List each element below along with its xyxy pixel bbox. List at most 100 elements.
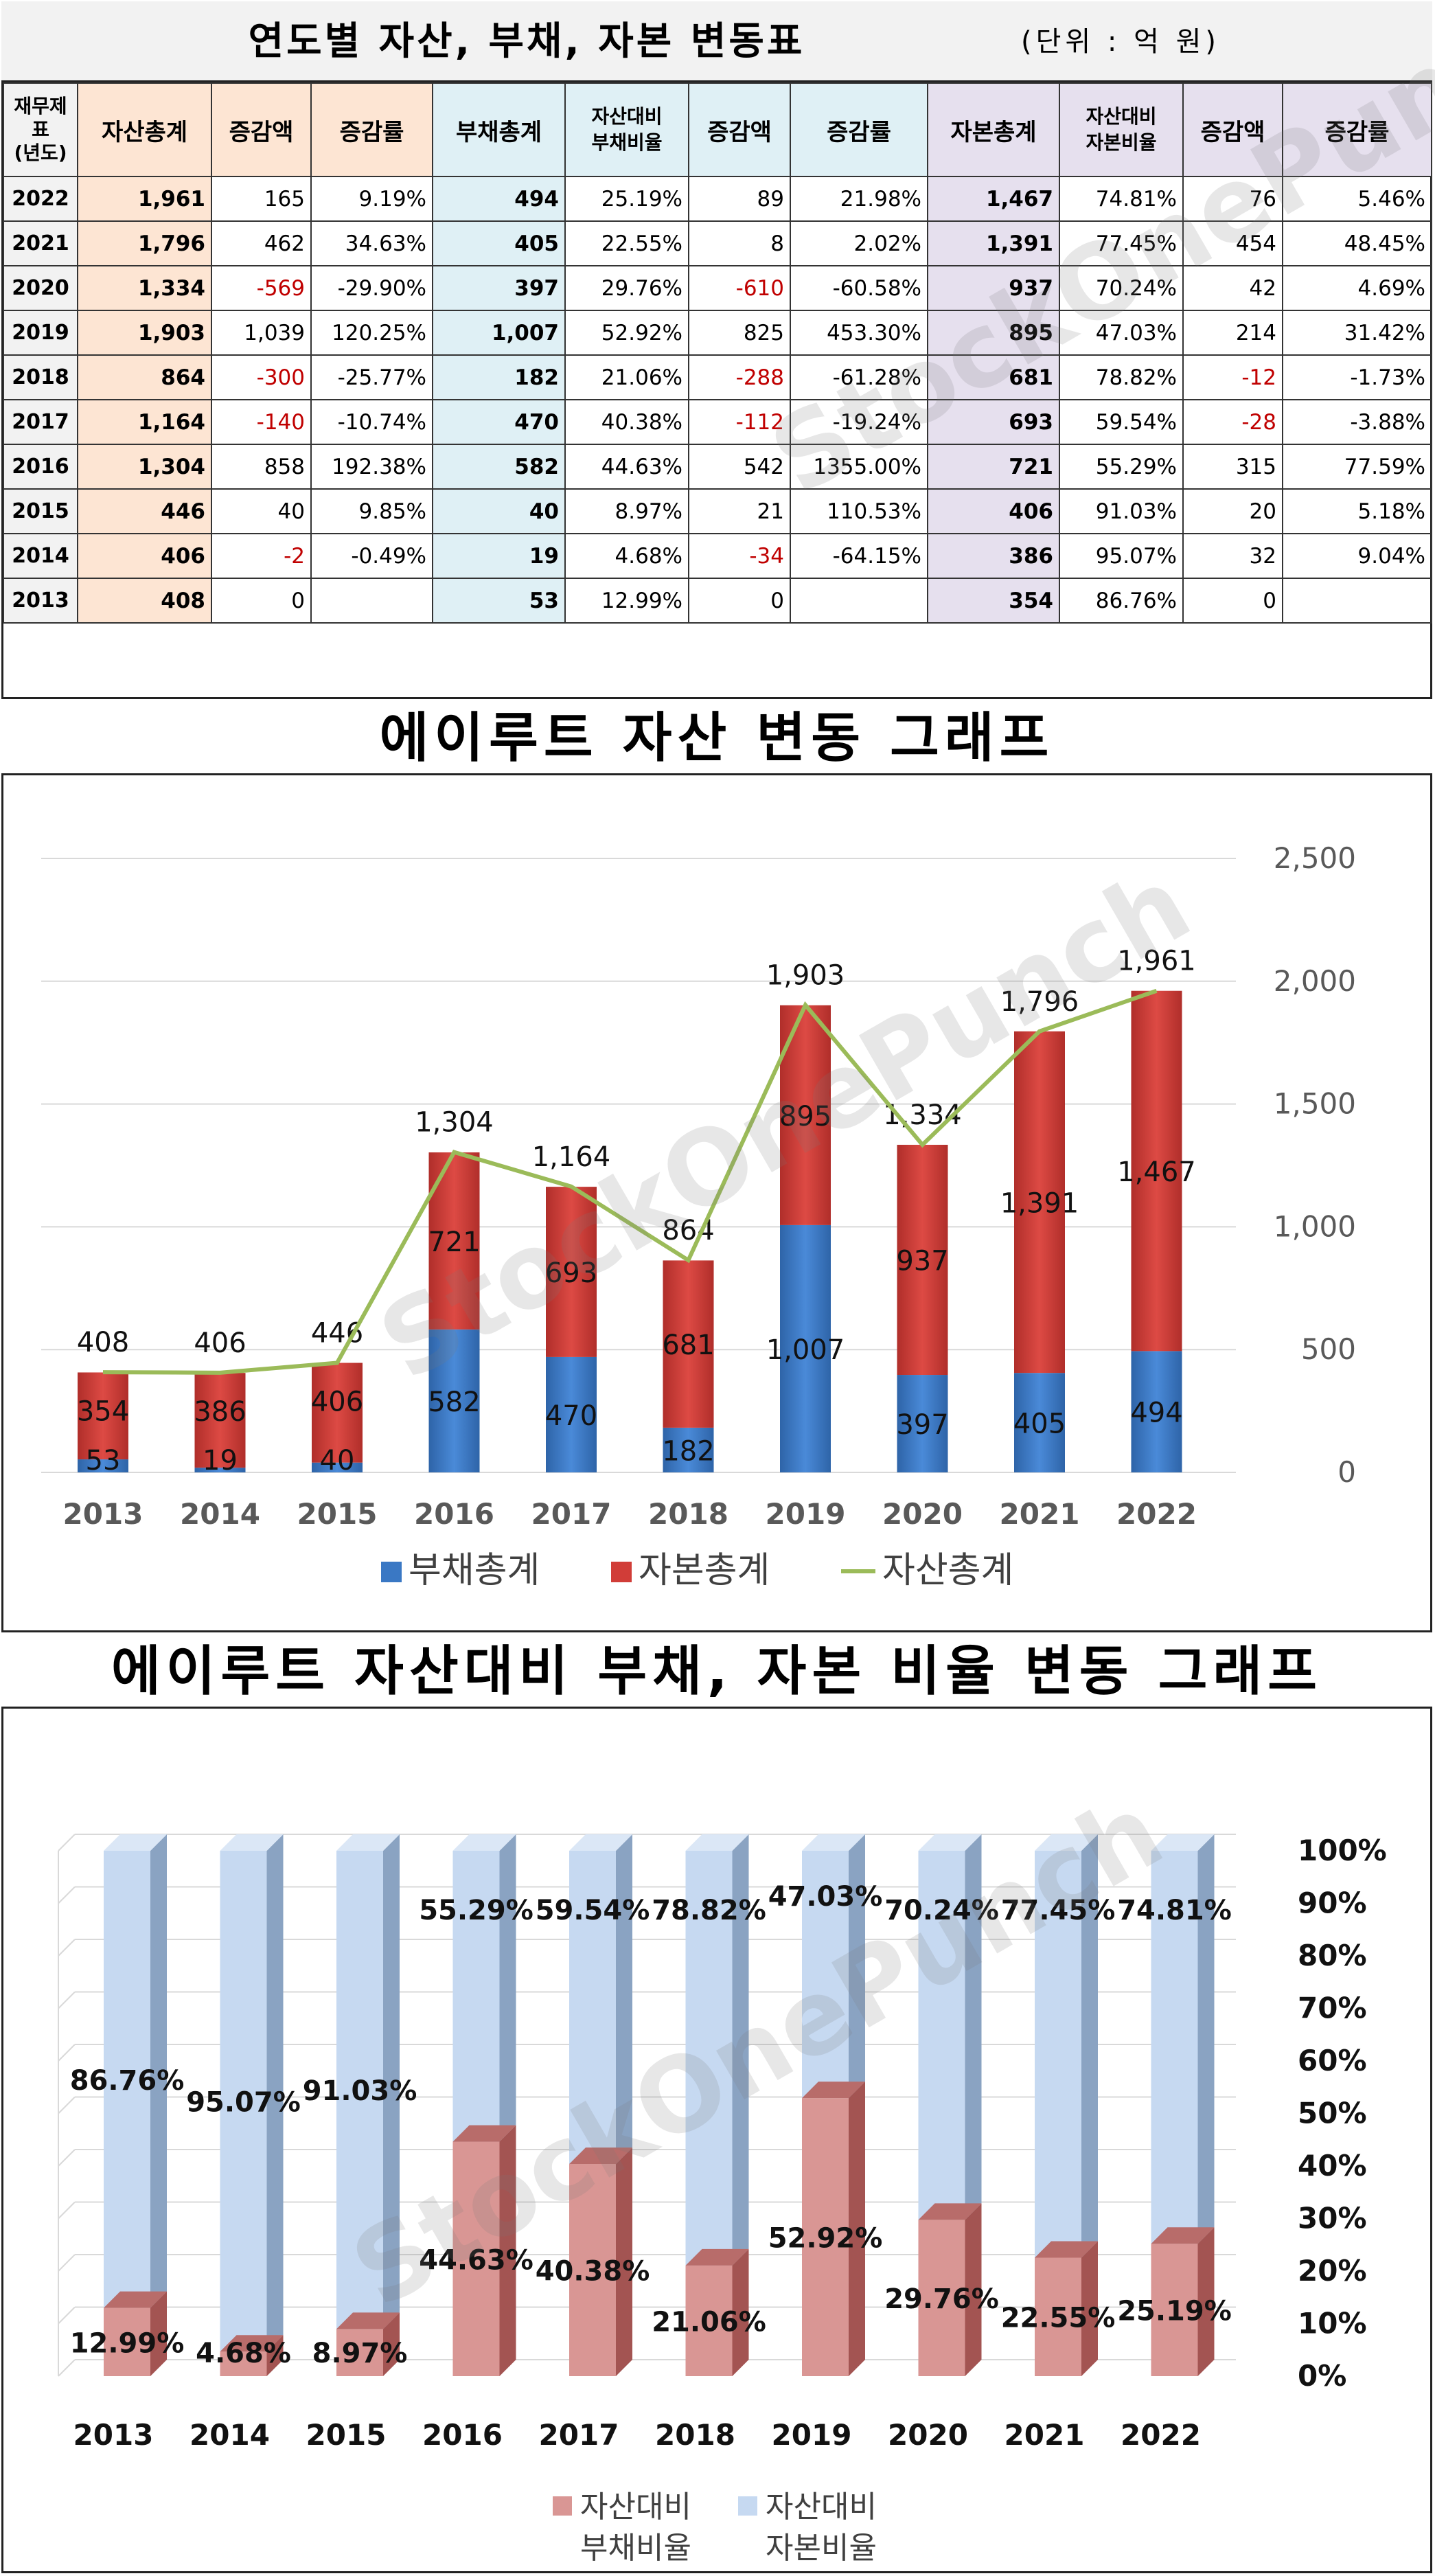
y-tick-label: 2,500 xyxy=(1274,841,1356,875)
table-row: 2016 1,304 858 192.38% 582 44.63% 542 1355.00% 7… xyxy=(3,444,1432,490)
row-year: 2018 xyxy=(3,354,78,400)
cell-e-ratio: 78.82% xyxy=(1059,354,1184,400)
label-equity: 937 xyxy=(896,1245,948,1277)
bar-equity-ratio xyxy=(802,1851,849,2099)
cell-l-rate: -19.24% xyxy=(790,399,928,445)
cell-e-ratio: 91.03% xyxy=(1059,488,1184,534)
cell-liab: 40 xyxy=(432,488,566,534)
y-tick-label: 1,500 xyxy=(1274,1087,1356,1121)
x-tick-label: 2019 xyxy=(772,2418,852,2452)
cell-liab: 494 xyxy=(432,176,566,222)
x-tick-label: 2022 xyxy=(1116,1497,1197,1531)
bar-liab-top xyxy=(1151,2227,1215,2244)
col-assets: 자산총계 xyxy=(77,82,212,177)
ratio-chart: 0% 10% 20% 30% 40% 50% 60% 70% 80% 90% 100% 12.99% 8… xyxy=(58,1834,1387,2566)
cell-liab: 470 xyxy=(432,399,566,445)
bar-liab-ratio xyxy=(220,2351,267,2376)
cell-equity: 386 xyxy=(927,533,1060,579)
bar-liab-ratio xyxy=(1151,2244,1198,2376)
cell-e-rate: -1.73% xyxy=(1282,354,1432,400)
bar-equity xyxy=(194,1373,246,1468)
label-liab: 1,007 xyxy=(766,1334,845,1366)
col-year: 재무제표 (년도) xyxy=(3,82,78,177)
cell-e-chg: -12 xyxy=(1182,354,1283,400)
bar-liab-side xyxy=(965,2203,982,2376)
cell-l-ratio: 22.55% xyxy=(564,220,689,266)
legend-equity-ratio: 자산대비 자본비율 xyxy=(766,2489,877,2566)
cell-l-ratio: 29.76% xyxy=(564,265,689,311)
bar-liab xyxy=(663,1427,714,1472)
label-assets: 1,903 xyxy=(766,959,845,991)
x-tick-label: 2013 xyxy=(63,1497,144,1531)
bar-liab-top xyxy=(802,2082,865,2099)
bar-equity-ratio xyxy=(336,1851,383,2329)
cell-e-chg: 32 xyxy=(1182,533,1283,579)
cell-e-chg: 315 xyxy=(1182,444,1283,490)
cell-e-rate: 5.18% xyxy=(1282,488,1432,534)
cell-a-chg: -140 xyxy=(211,399,312,445)
col-assets-rate: 증감률 xyxy=(310,82,433,177)
table-row: 2018 864 -300 -25.77% 182 21.06% -288 -61.28% 68… xyxy=(3,354,1432,400)
cell-a-rate xyxy=(310,578,433,624)
label-liab-ratio: 44.63% xyxy=(419,2244,533,2276)
gridline-diag xyxy=(58,1939,76,1957)
cell-e-ratio: 77.45% xyxy=(1059,220,1184,266)
y-tick-label: 90% xyxy=(1298,1887,1367,1920)
cell-l-ratio: 12.99% xyxy=(564,578,689,624)
bar-liab-ratio xyxy=(802,2098,849,2376)
x-tick-label: 2014 xyxy=(190,2418,270,2452)
x-tick-label: 2017 xyxy=(531,1497,612,1531)
cell-a-rate: 192.38% xyxy=(310,444,433,490)
unit-label: (단위 : 억 원) xyxy=(1020,26,1221,58)
y-tick-label: 1,000 xyxy=(1274,1209,1356,1243)
bar-equity-top xyxy=(452,1834,516,1851)
cell-l-chg: -112 xyxy=(688,399,791,445)
bar-equity-side xyxy=(266,1834,284,2352)
cell-e-chg: 42 xyxy=(1182,265,1283,311)
cell-e-ratio: 47.03% xyxy=(1059,310,1184,356)
bar-liab-top xyxy=(918,2203,982,2220)
col-assets-change: 증감액 xyxy=(211,82,312,177)
row-year: 2014 xyxy=(3,533,78,579)
bar-liab xyxy=(897,1375,948,1472)
bar-liab xyxy=(194,1468,246,1472)
cell-l-ratio: 21.06% xyxy=(564,354,689,400)
bar-liab-top xyxy=(569,2147,632,2165)
bar-equity-top xyxy=(918,1834,982,1851)
x-tick-label: 2020 xyxy=(882,1497,963,1531)
cell-e-chg: -28 xyxy=(1182,399,1283,445)
label-liab: 582 xyxy=(428,1387,480,1418)
y-tick-label: 0 xyxy=(1338,1455,1356,1489)
label-liab-ratio: 4.68% xyxy=(196,2338,291,2369)
gridline-diag xyxy=(58,2201,76,2220)
y-tick-label: 500 xyxy=(1301,1332,1356,1366)
x-tick-label: 2014 xyxy=(180,1497,260,1531)
cell-e-chg: 214 xyxy=(1182,310,1283,356)
bar-liab-side xyxy=(266,2335,284,2376)
cell-e-rate: -3.88% xyxy=(1282,399,1432,445)
gridline-diag xyxy=(58,1886,76,1904)
cell-l-rate: 453.30% xyxy=(790,310,928,356)
bar-liab-ratio xyxy=(918,2220,965,2376)
legend-assets: 자산총계 xyxy=(882,1550,1013,1591)
cell-l-ratio: 4.68% xyxy=(564,533,689,579)
bar-liab-side xyxy=(1081,2241,1098,2376)
bar-equity-ratio xyxy=(104,1851,150,2308)
bar-liab-ratio xyxy=(104,2307,150,2376)
table-row: 2013 408 0 53 12.99% 0 354 86.76% 0 xyxy=(3,578,1432,624)
label-equity: 895 xyxy=(779,1101,831,1132)
cell-e-rate: 5.46% xyxy=(1282,176,1432,222)
bar-liab-top xyxy=(685,2248,749,2266)
bar-liab-ratio xyxy=(452,2141,500,2376)
table-header: 연도별 자산, 부채, 자본 변동표 (단위 : 억 원) xyxy=(1,1,1432,82)
bar-liab xyxy=(428,1329,480,1472)
label-equity: 386 xyxy=(194,1396,246,1428)
row-year: 2021 xyxy=(3,220,78,266)
bar-liab xyxy=(546,1356,597,1472)
cell-a-rate: -10.74% xyxy=(310,399,433,445)
cell-l-rate: -61.28% xyxy=(790,354,928,400)
cell-equity: 693 xyxy=(927,399,1060,445)
gridline-diag xyxy=(58,2359,76,2377)
table-row: 2017 1,164 -140 -10.74% 470 40.38% -112 -19.24%… xyxy=(3,399,1432,445)
cell-assets: 1,164 xyxy=(77,399,212,445)
